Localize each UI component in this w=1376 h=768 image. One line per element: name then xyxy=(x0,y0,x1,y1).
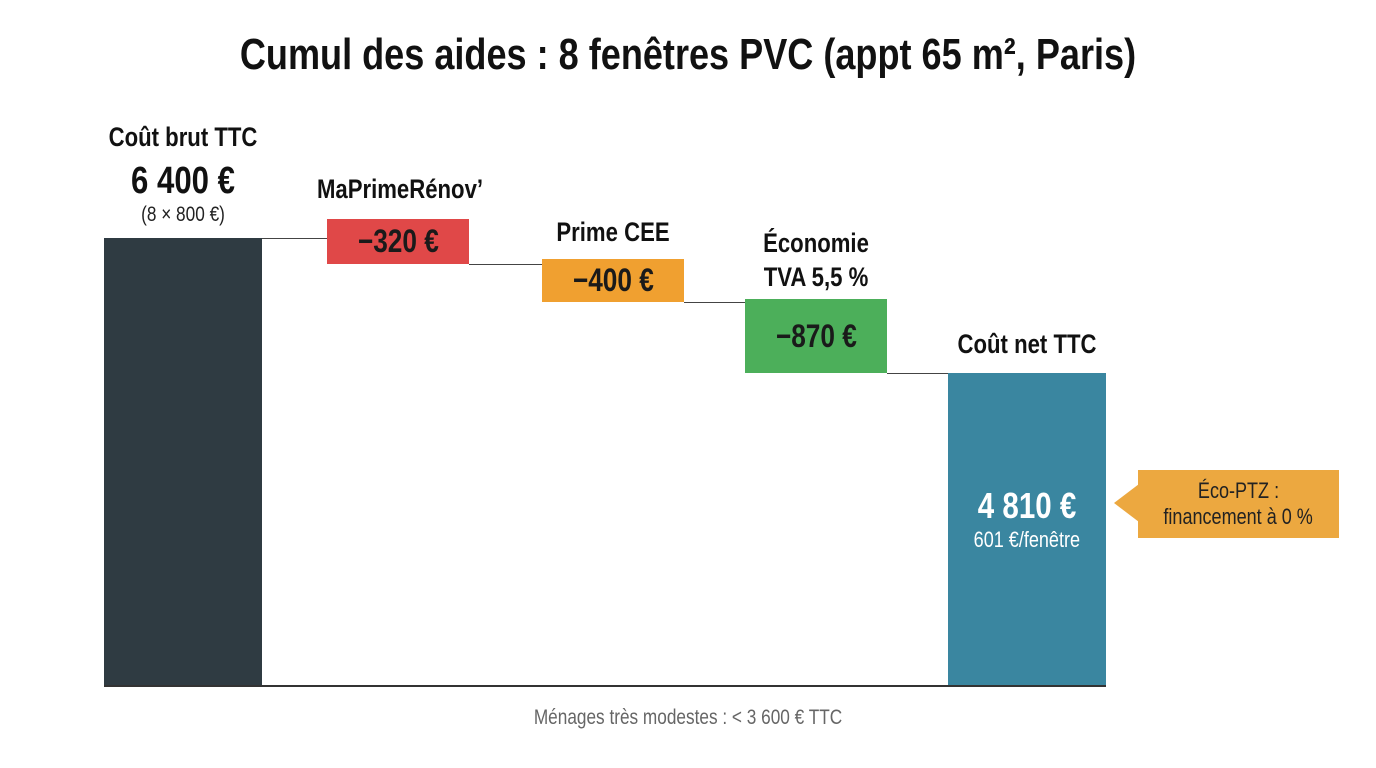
label-gross-cost: Coût brut TTC xyxy=(108,122,258,152)
callout-line1: Éco-PTZ : xyxy=(1197,478,1280,503)
footnote: Ménages très modestes : < 3 600 € TTC xyxy=(533,706,843,729)
sublabel-net-cost: 601 €/fenêtre xyxy=(973,527,1081,552)
value-tva: −870 € xyxy=(775,317,857,354)
label-maprimerenov: MaPrimeRénov’ xyxy=(316,174,484,204)
value-maprimerenov: −320 € xyxy=(357,223,439,259)
chart-title: Cumul des aides : 8 fenêtres PVC (appt 6… xyxy=(239,30,1137,79)
bar-tva: −870 € xyxy=(745,299,887,373)
label-net-cost: Coût net TTC xyxy=(957,329,1097,359)
label-tva-line2: TVA 5,5 % xyxy=(763,262,869,292)
callout-arrow xyxy=(1114,484,1139,522)
label-tva: Économie xyxy=(763,228,869,258)
eco-ptz-callout: Éco-PTZ : financement à 0 % xyxy=(1138,470,1339,538)
label-prime-cee: Prime CEE xyxy=(556,217,670,247)
baseline xyxy=(104,685,1106,687)
value-net-cost: 4 810 € xyxy=(977,485,1077,526)
bar-net-cost: 4 810 € 601 €/fenêtre xyxy=(948,373,1106,685)
bar-maprimerenov: −320 € xyxy=(327,219,469,264)
connector-line xyxy=(887,373,948,374)
bar-gross-cost xyxy=(104,238,262,685)
bar-prime-cee: −400 € xyxy=(542,259,684,302)
callout-line2: financement à 0 % xyxy=(1163,504,1314,529)
value-prime-cee: −400 € xyxy=(572,262,654,298)
connector-line xyxy=(684,302,745,303)
value-gross-cost: 6 400 € xyxy=(131,160,235,202)
sublabel-gross-cost: (8 × 800 €) xyxy=(141,203,225,226)
connector-line xyxy=(469,264,542,265)
connector-line xyxy=(262,238,327,239)
